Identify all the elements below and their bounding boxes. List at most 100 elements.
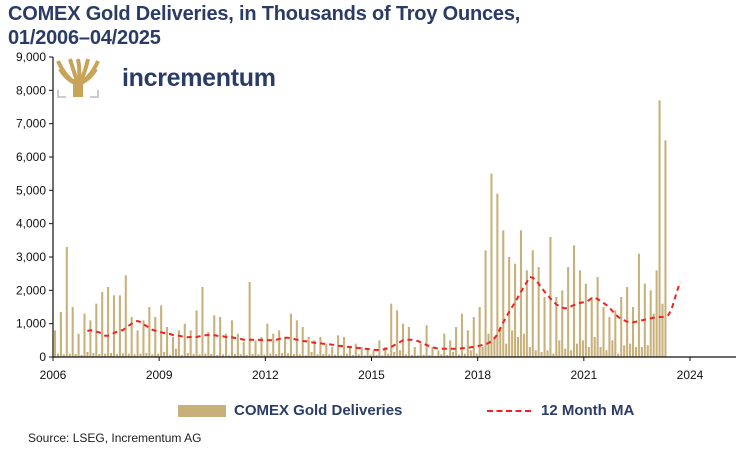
bar xyxy=(605,350,608,357)
bar xyxy=(166,327,169,357)
legend-item-ma: 12 Month MA xyxy=(487,402,634,419)
bar xyxy=(416,355,419,357)
bar xyxy=(254,340,257,357)
bar xyxy=(372,350,375,357)
bar xyxy=(425,325,428,357)
bar xyxy=(525,270,528,357)
bar xyxy=(233,354,236,357)
bar xyxy=(348,347,351,357)
bar xyxy=(499,327,502,357)
bar xyxy=(319,337,322,357)
source-note: Source: LSEG, Incrementum AG xyxy=(28,431,202,445)
bar xyxy=(366,348,369,357)
bar xyxy=(564,348,567,357)
bar xyxy=(422,354,425,357)
legend-label-bars: COMEX Gold Deliveries xyxy=(234,402,403,419)
title-line-1: COMEX Gold Deliveries, in Thousands of T… xyxy=(8,3,521,25)
bar xyxy=(204,353,207,357)
bar xyxy=(322,354,325,357)
bar xyxy=(537,267,540,357)
bar xyxy=(360,347,363,357)
bar xyxy=(552,353,555,357)
bar xyxy=(378,340,381,357)
bar-series xyxy=(53,100,667,357)
incrementum-logo: incrementum xyxy=(56,57,276,99)
bar xyxy=(640,347,643,357)
bar xyxy=(325,343,328,357)
bar xyxy=(56,353,59,357)
bar xyxy=(133,354,136,357)
x-tick-label: 2012 xyxy=(252,368,279,382)
y-tick-label: 7,000 xyxy=(16,117,46,131)
bar xyxy=(658,100,661,357)
bar xyxy=(413,347,416,357)
bar xyxy=(540,352,543,357)
bar xyxy=(198,354,201,357)
bar xyxy=(62,354,65,357)
bar xyxy=(555,297,558,357)
bar xyxy=(573,245,576,357)
bar xyxy=(345,353,348,357)
x-tick-label: 2006 xyxy=(40,368,67,382)
bar xyxy=(304,355,307,357)
y-tick-label: 6,000 xyxy=(16,150,46,164)
bar xyxy=(511,330,514,357)
bar xyxy=(387,353,390,357)
bar xyxy=(263,354,266,357)
bar xyxy=(384,347,387,357)
bar xyxy=(363,355,366,357)
bar xyxy=(222,354,225,357)
x-tick-label: 2015 xyxy=(358,368,385,382)
ma-line xyxy=(87,275,682,351)
bar xyxy=(646,345,649,357)
bar xyxy=(295,320,298,357)
bar xyxy=(83,313,86,357)
bar xyxy=(351,355,354,357)
bar xyxy=(230,320,233,357)
bar xyxy=(177,330,180,357)
bar xyxy=(558,340,561,357)
bar xyxy=(469,350,472,357)
bar xyxy=(496,193,499,357)
bar xyxy=(575,343,579,357)
bar xyxy=(65,247,68,357)
bar xyxy=(245,355,248,357)
bar xyxy=(475,353,478,357)
y-ticks: 0 1,000 2,000 3,000 4,000 5,000 6,000 7,000 8,00… xyxy=(16,50,53,364)
bar xyxy=(393,352,396,357)
bar xyxy=(142,320,145,357)
bar xyxy=(561,290,564,357)
bar xyxy=(399,350,402,357)
bar xyxy=(519,230,522,357)
bar xyxy=(210,354,213,357)
bar xyxy=(251,354,254,357)
bar xyxy=(431,347,434,357)
bar xyxy=(354,343,357,357)
bar xyxy=(637,253,640,357)
bar xyxy=(195,310,198,357)
bar xyxy=(505,343,508,357)
bar xyxy=(522,333,525,357)
bar xyxy=(587,347,590,357)
x-tick-label: 2021 xyxy=(570,368,597,382)
bar xyxy=(516,337,520,357)
bar xyxy=(216,355,219,357)
bar xyxy=(404,354,407,357)
bar xyxy=(278,330,281,357)
bar xyxy=(661,303,664,357)
bar xyxy=(148,307,151,357)
x-tick-label: 2009 xyxy=(146,368,173,382)
bar xyxy=(310,352,313,357)
bar xyxy=(292,354,295,357)
bar xyxy=(115,354,118,357)
bar xyxy=(239,354,242,357)
bar xyxy=(157,353,160,357)
bar xyxy=(457,354,461,357)
bar xyxy=(490,173,493,357)
bar xyxy=(437,350,440,357)
bar xyxy=(272,333,275,357)
bar xyxy=(493,337,496,357)
bar xyxy=(160,305,163,357)
bar xyxy=(446,355,449,357)
bar xyxy=(307,337,310,357)
